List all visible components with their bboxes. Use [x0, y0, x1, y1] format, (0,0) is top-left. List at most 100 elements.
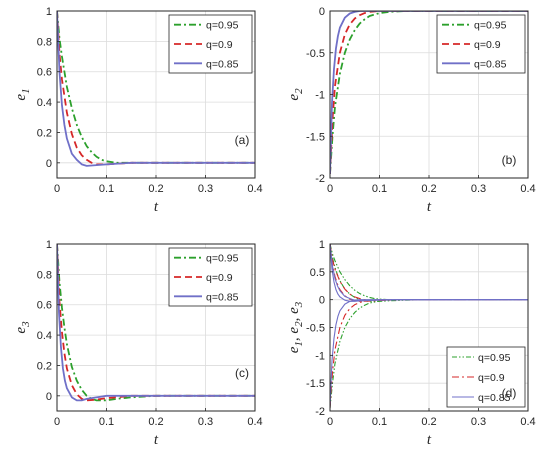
y-tick-label: 0: [46, 391, 52, 403]
legend-entry-label: q=0.9: [474, 39, 501, 51]
legend: q=0.95 q=0.9 q=0.85: [436, 14, 526, 74]
y-axis-label: e2: [286, 88, 305, 101]
y-axis-label-base: e: [13, 94, 29, 101]
y-tick-label: 0.2: [37, 360, 52, 372]
x-tick-label: 0: [327, 416, 333, 428]
x-tick-label: 0.4: [247, 183, 262, 195]
y-axis-label-base: e: [286, 327, 302, 334]
y-tick-label: 0.6: [37, 300, 52, 312]
x-tick-label: 0.2: [148, 416, 163, 428]
y-tick-label: -0.5: [306, 48, 325, 60]
y-axis-label-base: e: [286, 307, 302, 314]
series-group: [57, 11, 255, 167]
legend-entry-label: q=0.9: [478, 372, 505, 384]
x-tick-label: 0.1: [372, 183, 387, 195]
legend-entry-label: q=0.85: [478, 392, 511, 404]
y-axis-label-subscript: 3: [293, 301, 305, 308]
legend: q=0.95 q=0.9 q=0.85: [168, 247, 253, 307]
y-tick-label: 0.6: [37, 67, 52, 79]
y-tick-label: 1: [46, 6, 52, 18]
y-tick-label: 1: [46, 239, 52, 251]
y-tick-label: 0.5: [310, 267, 325, 279]
y-axis-label-subscript: 3: [20, 321, 32, 328]
series-line-q-085: [57, 244, 255, 402]
legend-entry-label: q=0.9: [206, 272, 233, 284]
series-group: [330, 244, 528, 409]
y-axis-label-subscript: 2: [293, 321, 305, 327]
y-tick-label: 0.4: [37, 330, 52, 342]
y-tick-label: -1.5: [306, 378, 325, 390]
y-tick-label: 0: [46, 158, 52, 170]
panel-label: (b): [502, 153, 517, 167]
y-axis-label-base: e: [13, 327, 29, 334]
y-axis-label-subscript: 1: [20, 88, 32, 94]
series-line-q-085: [330, 11, 528, 174]
y-tick-label: 0.2: [37, 127, 52, 139]
panel-c: 0 0.1 0.2 0.3 0.400.20.40.60.81te3q=0.95q=0.…: [13, 239, 263, 448]
y-tick-label: -2: [315, 173, 325, 185]
x-tick-label: 0.2: [421, 416, 436, 428]
y-axis-label-separator: ,: [286, 314, 302, 322]
y-axis-label-subscript: 2: [293, 88, 305, 94]
x-tick-label: 0.4: [247, 416, 262, 428]
legend-entry-label: q=0.95: [206, 20, 239, 32]
y-axis-label-base: e: [286, 346, 302, 353]
y-tick-label: -1.5: [306, 131, 325, 143]
x-tick-label: 0.1: [372, 416, 387, 428]
y-axis-label-base: e: [286, 94, 302, 101]
x-tick-label: 0.3: [471, 416, 486, 428]
series-line-q-085-3: [330, 244, 528, 302]
y-tick-label: -0.5: [306, 323, 325, 335]
y-tick-label: 0.8: [37, 269, 52, 281]
series-line-q-085: [57, 11, 255, 167]
y-tick-label: 0: [319, 6, 325, 18]
y-tick-label: 0.8: [37, 36, 52, 48]
y-tick-label: 0: [319, 295, 325, 307]
legend: q=0.95 q=0.9 q=0.85: [168, 14, 253, 74]
y-axis-label: e3: [13, 321, 32, 334]
x-tick-label: 0.1: [99, 183, 114, 195]
y-axis-label-subscript: 1: [293, 341, 305, 347]
y-tick-label: -1: [315, 350, 325, 362]
panel-label: (c): [235, 366, 249, 380]
series-line-q-09: [330, 11, 528, 174]
x-tick-label: 0.2: [421, 183, 436, 195]
y-tick-label: -2: [315, 406, 325, 418]
y-axis-label: e1: [13, 88, 32, 100]
y-axis-label: e1, e2, e3: [286, 301, 305, 353]
legend-entry-label: q=0.85: [206, 291, 239, 303]
legend-entry-label: q=0.95: [206, 253, 239, 265]
series-group: [57, 244, 255, 402]
panel-a: 0 0.1 0.2 0.3 0.400.20.40.60.81te1q=0.95q=0.…: [13, 6, 263, 215]
legend-entry-label: q=0.9: [206, 39, 233, 51]
series-line-q-095-3: [330, 244, 528, 302]
legend-entry-label: q=0.85: [474, 58, 507, 70]
series-line-q-095: [57, 244, 255, 402]
panel-label: (a): [235, 133, 250, 147]
x-tick-label: 0.3: [198, 416, 213, 428]
x-tick-label: 0.1: [99, 416, 114, 428]
y-axis-label-separator: ,: [286, 334, 302, 342]
legend: q=0.95 q=0.9 q=0.85: [446, 346, 526, 408]
legend-entry-label: q=0.85: [206, 58, 239, 70]
y-tick-label: -1: [315, 90, 325, 102]
x-tick-label: 0: [54, 183, 60, 195]
x-tick-label: 0.4: [520, 183, 535, 195]
x-axis-label: t: [427, 432, 432, 448]
legend-entry-label: q=0.95: [474, 20, 507, 32]
legend-entry-label: q=0.95: [478, 352, 511, 364]
x-tick-label: 0.3: [198, 183, 213, 195]
x-tick-label: 0: [54, 416, 60, 428]
x-tick-label: 0.2: [148, 183, 163, 195]
x-axis-label: t: [154, 432, 159, 448]
x-tick-label: 0: [327, 183, 333, 195]
x-axis-label: t: [154, 199, 159, 215]
x-axis-label: t: [427, 199, 432, 215]
panel-label: (d): [502, 386, 517, 400]
x-tick-label: 0.3: [471, 183, 486, 195]
y-tick-label: 1: [319, 239, 325, 251]
y-tick-label: 0.4: [37, 97, 52, 109]
panel-b: 0 0.1 0.2 0.3 0.4-2-1.5-1-0.50te2q=0.95q=0.9…: [286, 6, 536, 215]
